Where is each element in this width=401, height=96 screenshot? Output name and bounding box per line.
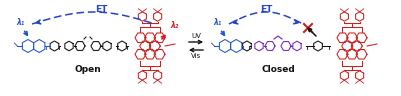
Text: λ₁: λ₁ (16, 18, 24, 27)
Text: UV: UV (190, 33, 200, 39)
Text: λ₂: λ₂ (170, 21, 178, 30)
Text: Vis: Vis (190, 53, 200, 59)
Text: ET: ET (259, 5, 271, 14)
Text: Open: Open (75, 65, 101, 74)
Text: λ₁: λ₁ (213, 18, 221, 27)
Text: Closed: Closed (261, 65, 294, 74)
Text: ET: ET (95, 5, 107, 14)
